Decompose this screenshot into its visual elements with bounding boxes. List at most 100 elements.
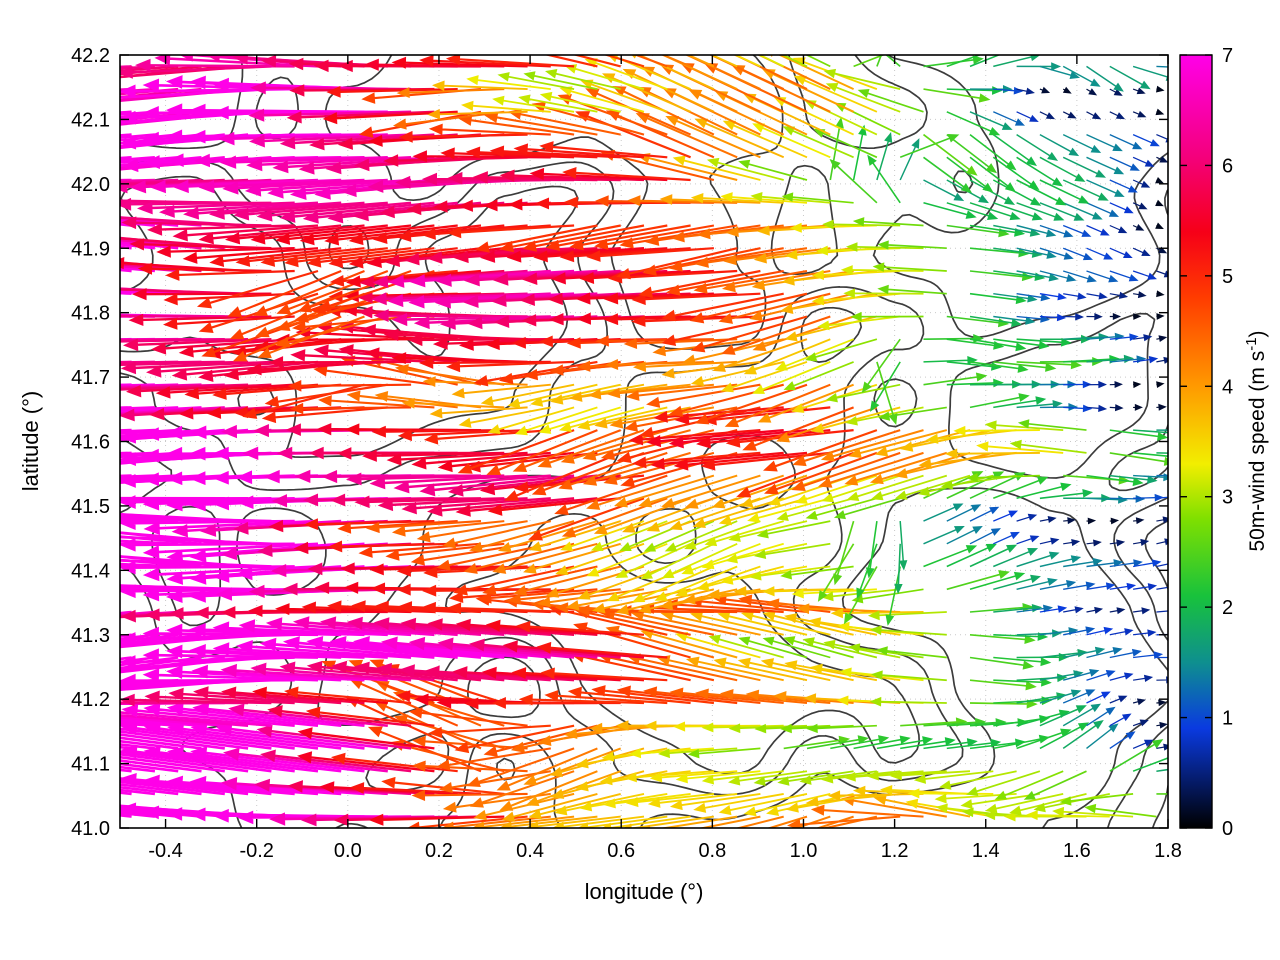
wind-vector xyxy=(465,146,598,159)
wind-vector xyxy=(1109,156,1140,171)
wind-vector xyxy=(460,100,551,113)
wind-vector xyxy=(250,662,412,682)
wind-vector xyxy=(969,224,1026,237)
wind-vector xyxy=(345,472,505,486)
wind-vector xyxy=(451,383,551,399)
wind-vector xyxy=(120,133,156,139)
wind-vector xyxy=(1052,806,1134,818)
wind-vector xyxy=(120,723,132,728)
wind-vector xyxy=(120,791,132,796)
wind-vector xyxy=(120,783,202,796)
wind-vector xyxy=(1132,223,1145,231)
wind-vector xyxy=(1156,676,1168,684)
wind-vector xyxy=(960,793,1041,809)
wind-vector xyxy=(279,661,435,682)
wind-vector xyxy=(193,686,342,705)
x-tick-label: -0.4 xyxy=(148,840,182,862)
wind-vector xyxy=(120,722,155,728)
wind-vector xyxy=(985,793,1064,814)
wind-vector xyxy=(665,269,784,296)
wind-vector xyxy=(664,520,738,552)
wind-vector xyxy=(579,792,668,812)
wind-vector xyxy=(267,705,412,727)
wind-vector xyxy=(969,133,1017,171)
wind-vector xyxy=(923,738,978,750)
wind-vector xyxy=(437,637,598,659)
wind-vector xyxy=(134,58,295,72)
colorbar: 0 1 2 3 4 5 6 7 50m-wind speed (m s-1) xyxy=(1179,45,1269,840)
wind-vector xyxy=(1156,610,1168,613)
wind-vector xyxy=(669,792,761,811)
wind-vector xyxy=(846,474,924,502)
wind-vector xyxy=(453,247,598,264)
wind-vector xyxy=(120,542,132,546)
wind-vector xyxy=(698,815,761,828)
wind-vector xyxy=(1062,156,1107,178)
wind-vector xyxy=(918,451,1017,470)
wind-vector xyxy=(762,586,854,597)
wind-vector xyxy=(1086,133,1123,152)
colorbar-label-main: 50m-wind speed (m s xyxy=(1246,351,1269,552)
wind-vector xyxy=(869,625,947,636)
wind-vector xyxy=(823,68,901,90)
wind-vector xyxy=(528,792,621,820)
wind-vector xyxy=(209,201,365,220)
wind-vector xyxy=(1016,156,1063,187)
wind-vector xyxy=(743,338,831,375)
wind-vector xyxy=(701,542,784,570)
wind-vector xyxy=(944,448,1040,459)
wind-vector xyxy=(513,565,621,596)
y-tick-label: 41.3 xyxy=(71,625,110,647)
wind-vector xyxy=(358,542,482,558)
wind-vectors xyxy=(120,55,1168,828)
wind-vector xyxy=(1109,270,1139,282)
wind-vector xyxy=(120,223,132,227)
wind-vector xyxy=(525,815,621,828)
wind-vector xyxy=(805,497,878,520)
wind-vector xyxy=(120,558,202,568)
wind-vector xyxy=(806,735,869,750)
wind-vector xyxy=(168,687,319,705)
wind-vector xyxy=(120,337,132,341)
wind-vector xyxy=(1156,246,1168,254)
wind-vector xyxy=(419,474,575,497)
wind-vector xyxy=(220,663,388,682)
wind-vector xyxy=(720,192,808,204)
wind-vector xyxy=(411,451,551,470)
wind-vector xyxy=(586,247,714,262)
wind-vector xyxy=(1156,452,1168,454)
wind-vector xyxy=(137,262,272,275)
wind-vector xyxy=(992,156,1040,191)
wind-vector xyxy=(455,497,598,517)
wind-vector xyxy=(221,686,365,705)
wind-vector xyxy=(429,406,528,419)
wind-vector xyxy=(1063,646,1106,659)
wind-vector xyxy=(514,406,598,436)
wind-vector xyxy=(272,156,435,174)
wind-vector xyxy=(1109,607,1126,615)
colorbar-tick-label: 3 xyxy=(1222,487,1233,509)
wind-vector xyxy=(391,520,505,537)
wind-vector xyxy=(538,406,621,434)
wind-vector xyxy=(454,724,575,754)
wind-vector xyxy=(992,133,1038,167)
wind-vector xyxy=(198,224,342,245)
wind-vector xyxy=(1156,538,1168,546)
x-tick-label: 0.6 xyxy=(607,840,635,862)
wind-vector xyxy=(1109,111,1126,120)
wind-vector xyxy=(413,315,575,330)
wind-vector xyxy=(447,224,575,239)
wind-vector xyxy=(969,528,1001,545)
wind-vector xyxy=(651,55,738,91)
wind-vector xyxy=(228,703,388,727)
y-axis-label: latitude (°) xyxy=(18,391,43,492)
wind-vector xyxy=(479,474,621,496)
wind-vector xyxy=(681,542,761,575)
wind-vector xyxy=(1086,539,1102,547)
wind-vector xyxy=(1109,713,1132,727)
wind-vector xyxy=(132,287,272,301)
wind-vector xyxy=(850,311,924,322)
wind-vector xyxy=(810,406,901,434)
wind-vector xyxy=(632,451,761,469)
wind-vector xyxy=(631,292,761,306)
